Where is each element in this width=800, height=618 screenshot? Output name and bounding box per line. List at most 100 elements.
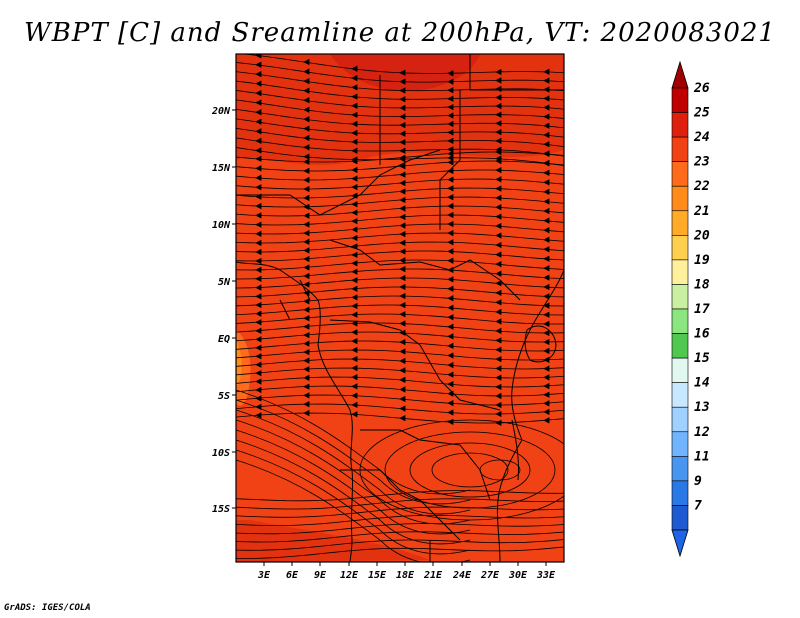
stream-arrow	[255, 336, 262, 343]
stream-arrow	[255, 310, 262, 317]
lat-label-eq: EQ	[218, 334, 230, 345]
stream-arrow	[495, 280, 502, 287]
stream-arrow	[447, 361, 454, 369]
stream-arrow	[255, 137, 262, 145]
stream-arrow	[351, 120, 358, 128]
stream-arrow	[303, 348, 310, 356]
stream-arrow	[351, 93, 358, 100]
stream-arrow	[543, 302, 550, 309]
stream-arrow	[351, 138, 358, 146]
stream-arrow	[495, 167, 502, 174]
stream-arrow	[495, 251, 502, 258]
stream-arrow	[351, 302, 358, 310]
streamline	[236, 429, 471, 535]
lon-label-27e: 27E	[480, 570, 500, 581]
stream-arrow	[303, 247, 310, 254]
colorbar-cell	[671, 480, 689, 506]
stream-arrow	[399, 386, 406, 393]
stream-arrow	[303, 238, 310, 245]
stream-arrow	[543, 265, 550, 272]
stream-arrow	[543, 198, 550, 205]
stream-arrow	[303, 289, 310, 297]
stream-arrow	[543, 365, 550, 372]
stream-arrow	[495, 241, 502, 249]
stream-arrow	[255, 61, 262, 68]
stream-arrow	[255, 212, 262, 219]
colorbar-cell	[671, 112, 689, 138]
stream-arrow	[399, 188, 406, 195]
stream-arrow	[543, 104, 550, 111]
lon-label-3e: 3E	[257, 570, 271, 581]
stream-arrow	[495, 148, 502, 156]
stream-arrow	[543, 141, 550, 148]
streamline-loop	[431, 452, 509, 488]
stream-arrow	[495, 270, 502, 277]
stream-arrow	[303, 106, 310, 113]
stream-arrow	[447, 120, 454, 128]
stream-arrow	[543, 207, 550, 215]
stream-arrow	[351, 201, 358, 208]
stream-arrow	[255, 202, 262, 210]
colorbar-cell	[671, 308, 689, 334]
stream-arrow	[447, 285, 454, 292]
stream-arrow	[543, 329, 550, 337]
stream-arrow	[303, 58, 310, 66]
grads-credit: GrADS: IGES/COLA	[4, 603, 91, 613]
stream-arrow	[543, 356, 550, 363]
stream-arrow	[495, 68, 502, 76]
stream-arrow	[399, 395, 406, 403]
chart-title: WBPT [C] and Sreamline at 200hPa, VT: 20…	[24, 18, 776, 48]
lat-label-10n: 10N	[212, 220, 231, 231]
stream-arrow	[495, 318, 502, 325]
lat-label-10s: 10S	[212, 448, 230, 459]
stream-arrow	[447, 352, 454, 359]
stream-arrow	[351, 337, 358, 345]
lon-label-33e: 33E	[536, 570, 556, 581]
stream-arrow	[447, 167, 454, 175]
stream-arrow	[495, 176, 502, 183]
stream-arrow	[447, 257, 454, 264]
stream-arrow	[255, 239, 262, 247]
stream-arrow	[543, 160, 550, 167]
border-4	[329, 239, 521, 301]
stream-arrow	[495, 77, 502, 84]
stream-arrow	[495, 85, 502, 93]
stream-arrow	[303, 374, 310, 382]
streamline	[236, 409, 471, 515]
stream-arrow	[351, 383, 358, 390]
stream-arrow	[255, 301, 262, 309]
stream-arrow	[543, 217, 550, 224]
stream-arrow	[351, 209, 358, 216]
stream-arrow	[495, 374, 502, 381]
stream-arrow	[495, 120, 502, 127]
stream-arrow	[447, 333, 454, 340]
stream-arrow	[255, 70, 262, 78]
lon-label-18e: 18E	[396, 570, 415, 581]
stream-arrow	[351, 311, 358, 318]
stream-arrow	[495, 260, 502, 268]
streamlines	[236, 54, 564, 562]
stream-arrow	[447, 78, 454, 85]
field-north	[236, 54, 564, 165]
stream-arrow	[399, 130, 406, 137]
stream-arrow	[447, 95, 454, 102]
stream-arrow	[447, 266, 454, 274]
stream-arrow	[303, 264, 310, 271]
stream-arrow	[447, 159, 454, 166]
stream-arrow	[495, 213, 502, 220]
stream-arrow	[447, 390, 454, 397]
stream-arrow	[447, 314, 454, 321]
colorbar: 26 25 24 23 22 21 20 19 18 17 16 15 14 13 12 11 9 7	[671, 60, 710, 558]
stream-arrow	[495, 204, 502, 211]
stream-arrow	[447, 323, 454, 330]
stream-arrow	[255, 257, 262, 265]
stream-arrow	[255, 344, 262, 351]
stream-arrow	[351, 84, 358, 91]
colorbar-cell	[671, 235, 689, 261]
stream-arrow	[543, 400, 550, 407]
stream-arrow	[255, 165, 262, 172]
colorbar-cell	[671, 136, 689, 162]
stream-arrow	[399, 163, 406, 170]
border-7	[340, 469, 461, 541]
stream-arrow	[255, 128, 262, 135]
